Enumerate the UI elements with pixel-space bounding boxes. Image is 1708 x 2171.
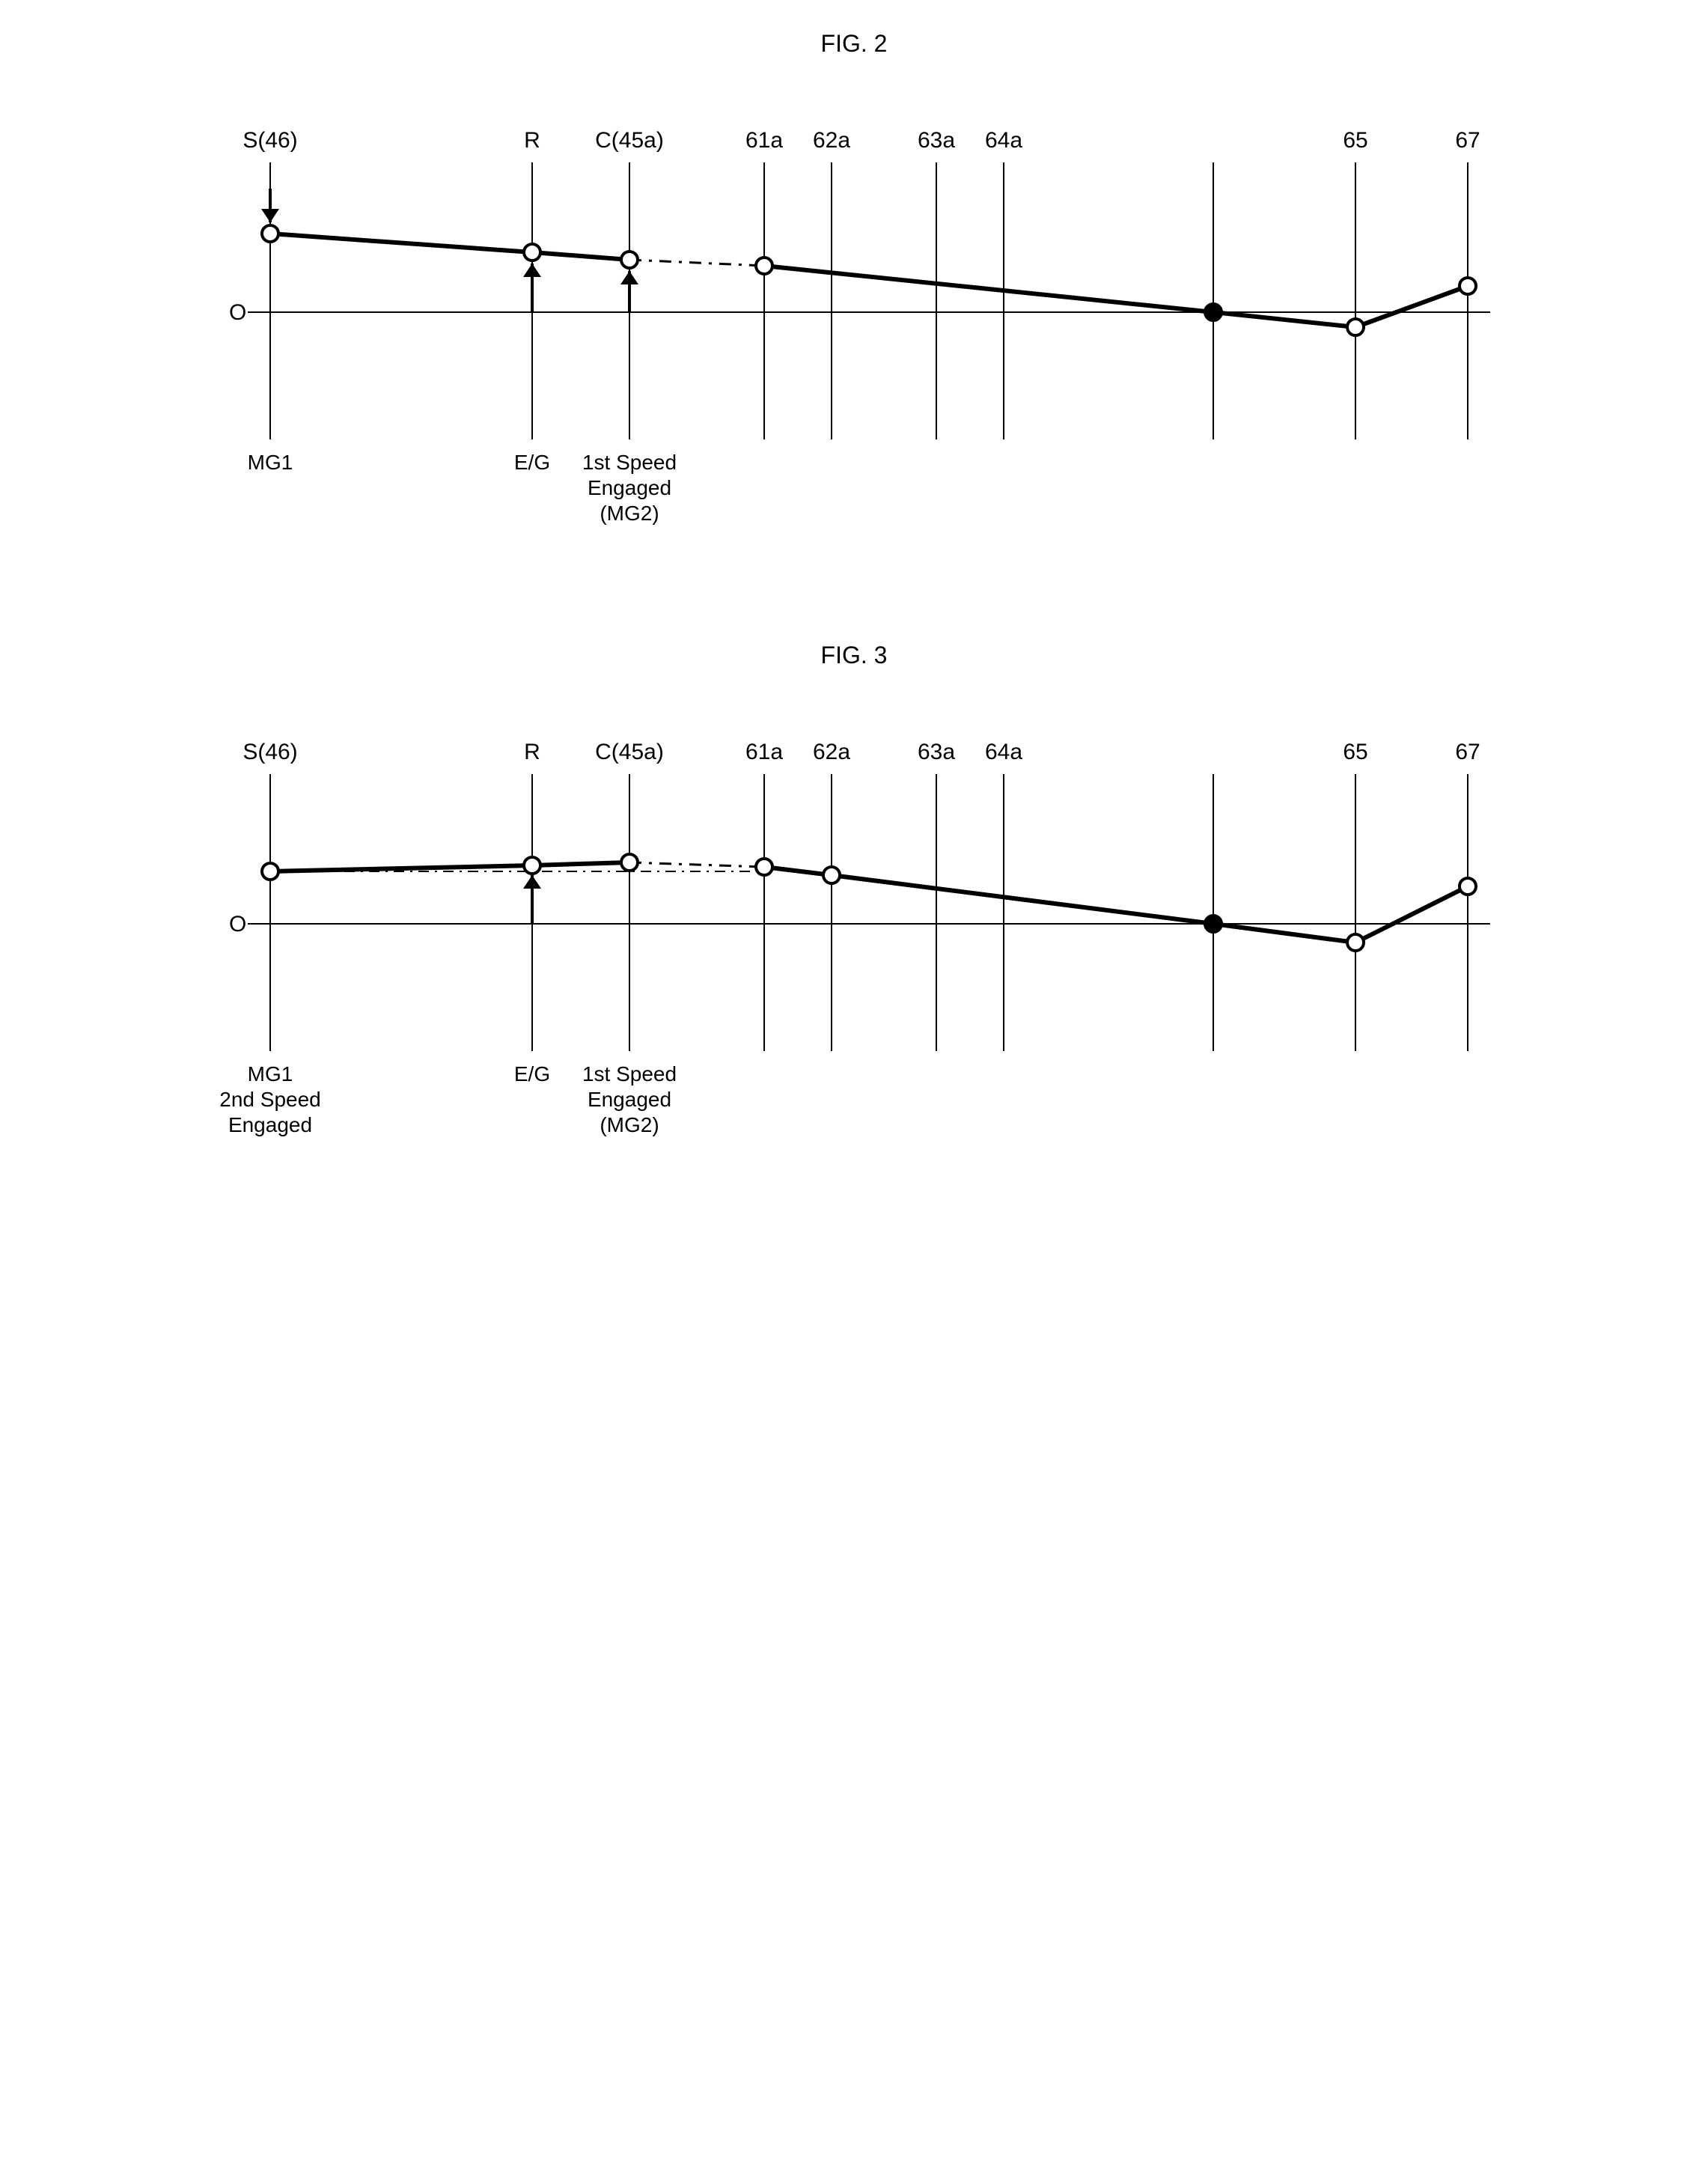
lever-segment	[629, 260, 764, 266]
axis-top-label: S(46)	[243, 740, 297, 764]
lever-segment	[764, 867, 832, 875]
axis-bottom-label: MG1	[248, 451, 293, 474]
axis-bottom-label: Engaged	[588, 476, 671, 499]
lever-segment	[532, 862, 629, 865]
axis-top-label: 65	[1343, 128, 1367, 153]
axis-top-label: 64a	[985, 740, 1022, 764]
figure-2-chart: O S(46) R C(45a) 61a 62a 63a 64a 65 67 MG1 E/G 1st S…	[180, 103, 1528, 552]
axis-top-label: 61a	[745, 128, 783, 153]
arrow-head-icon	[620, 271, 638, 284]
data-marker	[823, 867, 840, 883]
data-marker	[1205, 304, 1221, 320]
data-marker	[756, 258, 772, 274]
data-marker	[1347, 319, 1364, 335]
zero-label: O	[229, 912, 246, 937]
data-marker	[1460, 278, 1476, 294]
arrow-head-icon	[523, 264, 541, 277]
axis-bottom-label: Engaged	[228, 1113, 312, 1136]
axis-top-label: 63a	[918, 740, 955, 764]
axis-top-label: 65	[1343, 740, 1367, 764]
data-marker	[262, 225, 278, 242]
axis-top-label: 62a	[813, 128, 850, 153]
data-marker	[1460, 878, 1476, 895]
axis-bottom-label: MG1	[248, 1062, 293, 1086]
axis-bottom-label: (MG2)	[600, 1113, 659, 1136]
zero-label: O	[229, 300, 246, 325]
lever-segment	[1355, 886, 1468, 943]
lever-segment	[532, 252, 629, 260]
data-marker	[621, 252, 638, 268]
axis-top-label: 61a	[745, 740, 783, 764]
axis-bottom-label: E/G	[514, 451, 550, 474]
axis-top-label: C(45a)	[595, 740, 664, 764]
lever-segment	[270, 234, 532, 252]
axis-top-label: 67	[1455, 740, 1480, 764]
axis-bottom-label: 1st Speed	[582, 1062, 677, 1086]
axis-top-label: S(46)	[243, 128, 297, 153]
axis-bottom-label: E/G	[514, 1062, 550, 1086]
lever-segment	[629, 862, 764, 867]
axis-bottom-label: (MG2)	[600, 502, 659, 525]
axis-top-label: R	[524, 740, 540, 764]
lever-segment	[832, 875, 1213, 924]
data-marker	[524, 857, 540, 874]
data-marker	[756, 859, 772, 875]
axis-top-label: R	[524, 128, 540, 153]
data-marker	[1205, 916, 1221, 932]
lever-segment	[270, 865, 532, 871]
lever-segment	[1213, 312, 1355, 327]
data-marker	[524, 244, 540, 261]
axis-top-label: 62a	[813, 740, 850, 764]
arrow-head-icon	[261, 209, 279, 222]
figure-3-chart: O S(46) R C(45a) 61a 62a 63a 64a 65 67 MG12nd Spee…	[180, 714, 1528, 1163]
axis-bottom-label: Engaged	[588, 1088, 671, 1111]
axis-top-label: 67	[1455, 128, 1480, 153]
lever-segment	[1213, 924, 1355, 943]
axis-bottom-label: 1st Speed	[582, 451, 677, 474]
axis-top-label: C(45a)	[595, 128, 664, 153]
axis-bottom-label: 2nd Speed	[219, 1088, 320, 1111]
axis-top-label: 64a	[985, 128, 1022, 153]
arrow-head-icon	[523, 875, 541, 889]
axis-top-label: 63a	[918, 128, 955, 153]
data-marker	[262, 863, 278, 880]
data-marker	[621, 854, 638, 871]
data-marker	[1347, 934, 1364, 951]
lever-segment	[1355, 286, 1468, 327]
figure-3-title: FIG. 3	[30, 642, 1678, 669]
figure-2-title: FIG. 2	[30, 30, 1678, 58]
